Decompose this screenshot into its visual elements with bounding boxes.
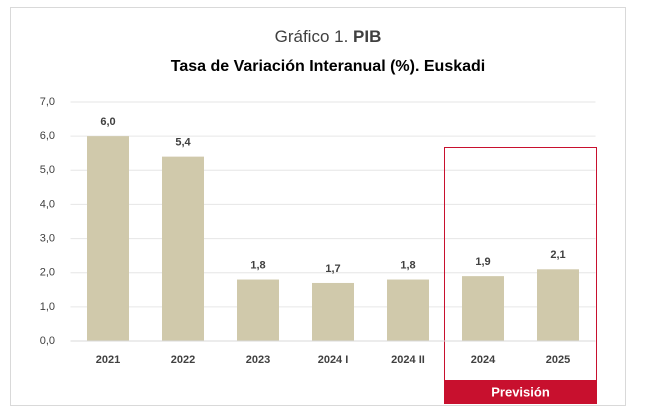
bar	[387, 279, 429, 341]
bar	[462, 276, 504, 341]
bar	[237, 279, 279, 341]
y-tick-label: 5,0	[40, 164, 55, 176]
value-label: 5,4	[175, 137, 191, 149]
y-tick-label: 4,0	[40, 198, 55, 210]
value-label: 6,0	[100, 116, 115, 128]
y-tick-label: 2,0	[40, 267, 55, 279]
bar	[537, 269, 579, 341]
x-tick-label: 2024 II	[391, 354, 425, 366]
value-label: 1,7	[325, 263, 340, 275]
forecast-label-bg	[444, 380, 597, 404]
value-label: 2,1	[550, 249, 565, 261]
title-text: Gráfico 1.	[275, 27, 349, 46]
bar	[87, 136, 129, 341]
value-label: 1,8	[250, 259, 265, 271]
x-tick-label: 2023	[246, 354, 270, 366]
value-label: 1,9	[475, 256, 490, 268]
y-tick-label: 3,0	[40, 232, 55, 244]
y-tick-label: 1,0	[40, 301, 55, 313]
y-tick-label: 6,0	[40, 130, 55, 142]
x-tick-label: 2021	[96, 354, 120, 366]
bar	[162, 156, 204, 341]
title-bold-text: PIB	[353, 27, 381, 46]
y-tick-label: 7,0	[40, 96, 55, 108]
x-tick-label: 2024	[471, 354, 496, 366]
forecast-label: Previsión	[491, 384, 550, 399]
bar	[312, 282, 354, 341]
value-label: 1,8	[400, 259, 415, 271]
x-tick-label: 2025	[546, 354, 570, 366]
chart-subtitle: Tasa de Variación Interanual (%). Euskad…	[171, 58, 485, 75]
x-tick-label: 2022	[171, 354, 195, 366]
chart-title: Gráfico 1. PIB	[275, 27, 382, 46]
x-tick-label: 2024 I	[318, 354, 349, 366]
y-tick-label: 0,0	[40, 335, 55, 347]
